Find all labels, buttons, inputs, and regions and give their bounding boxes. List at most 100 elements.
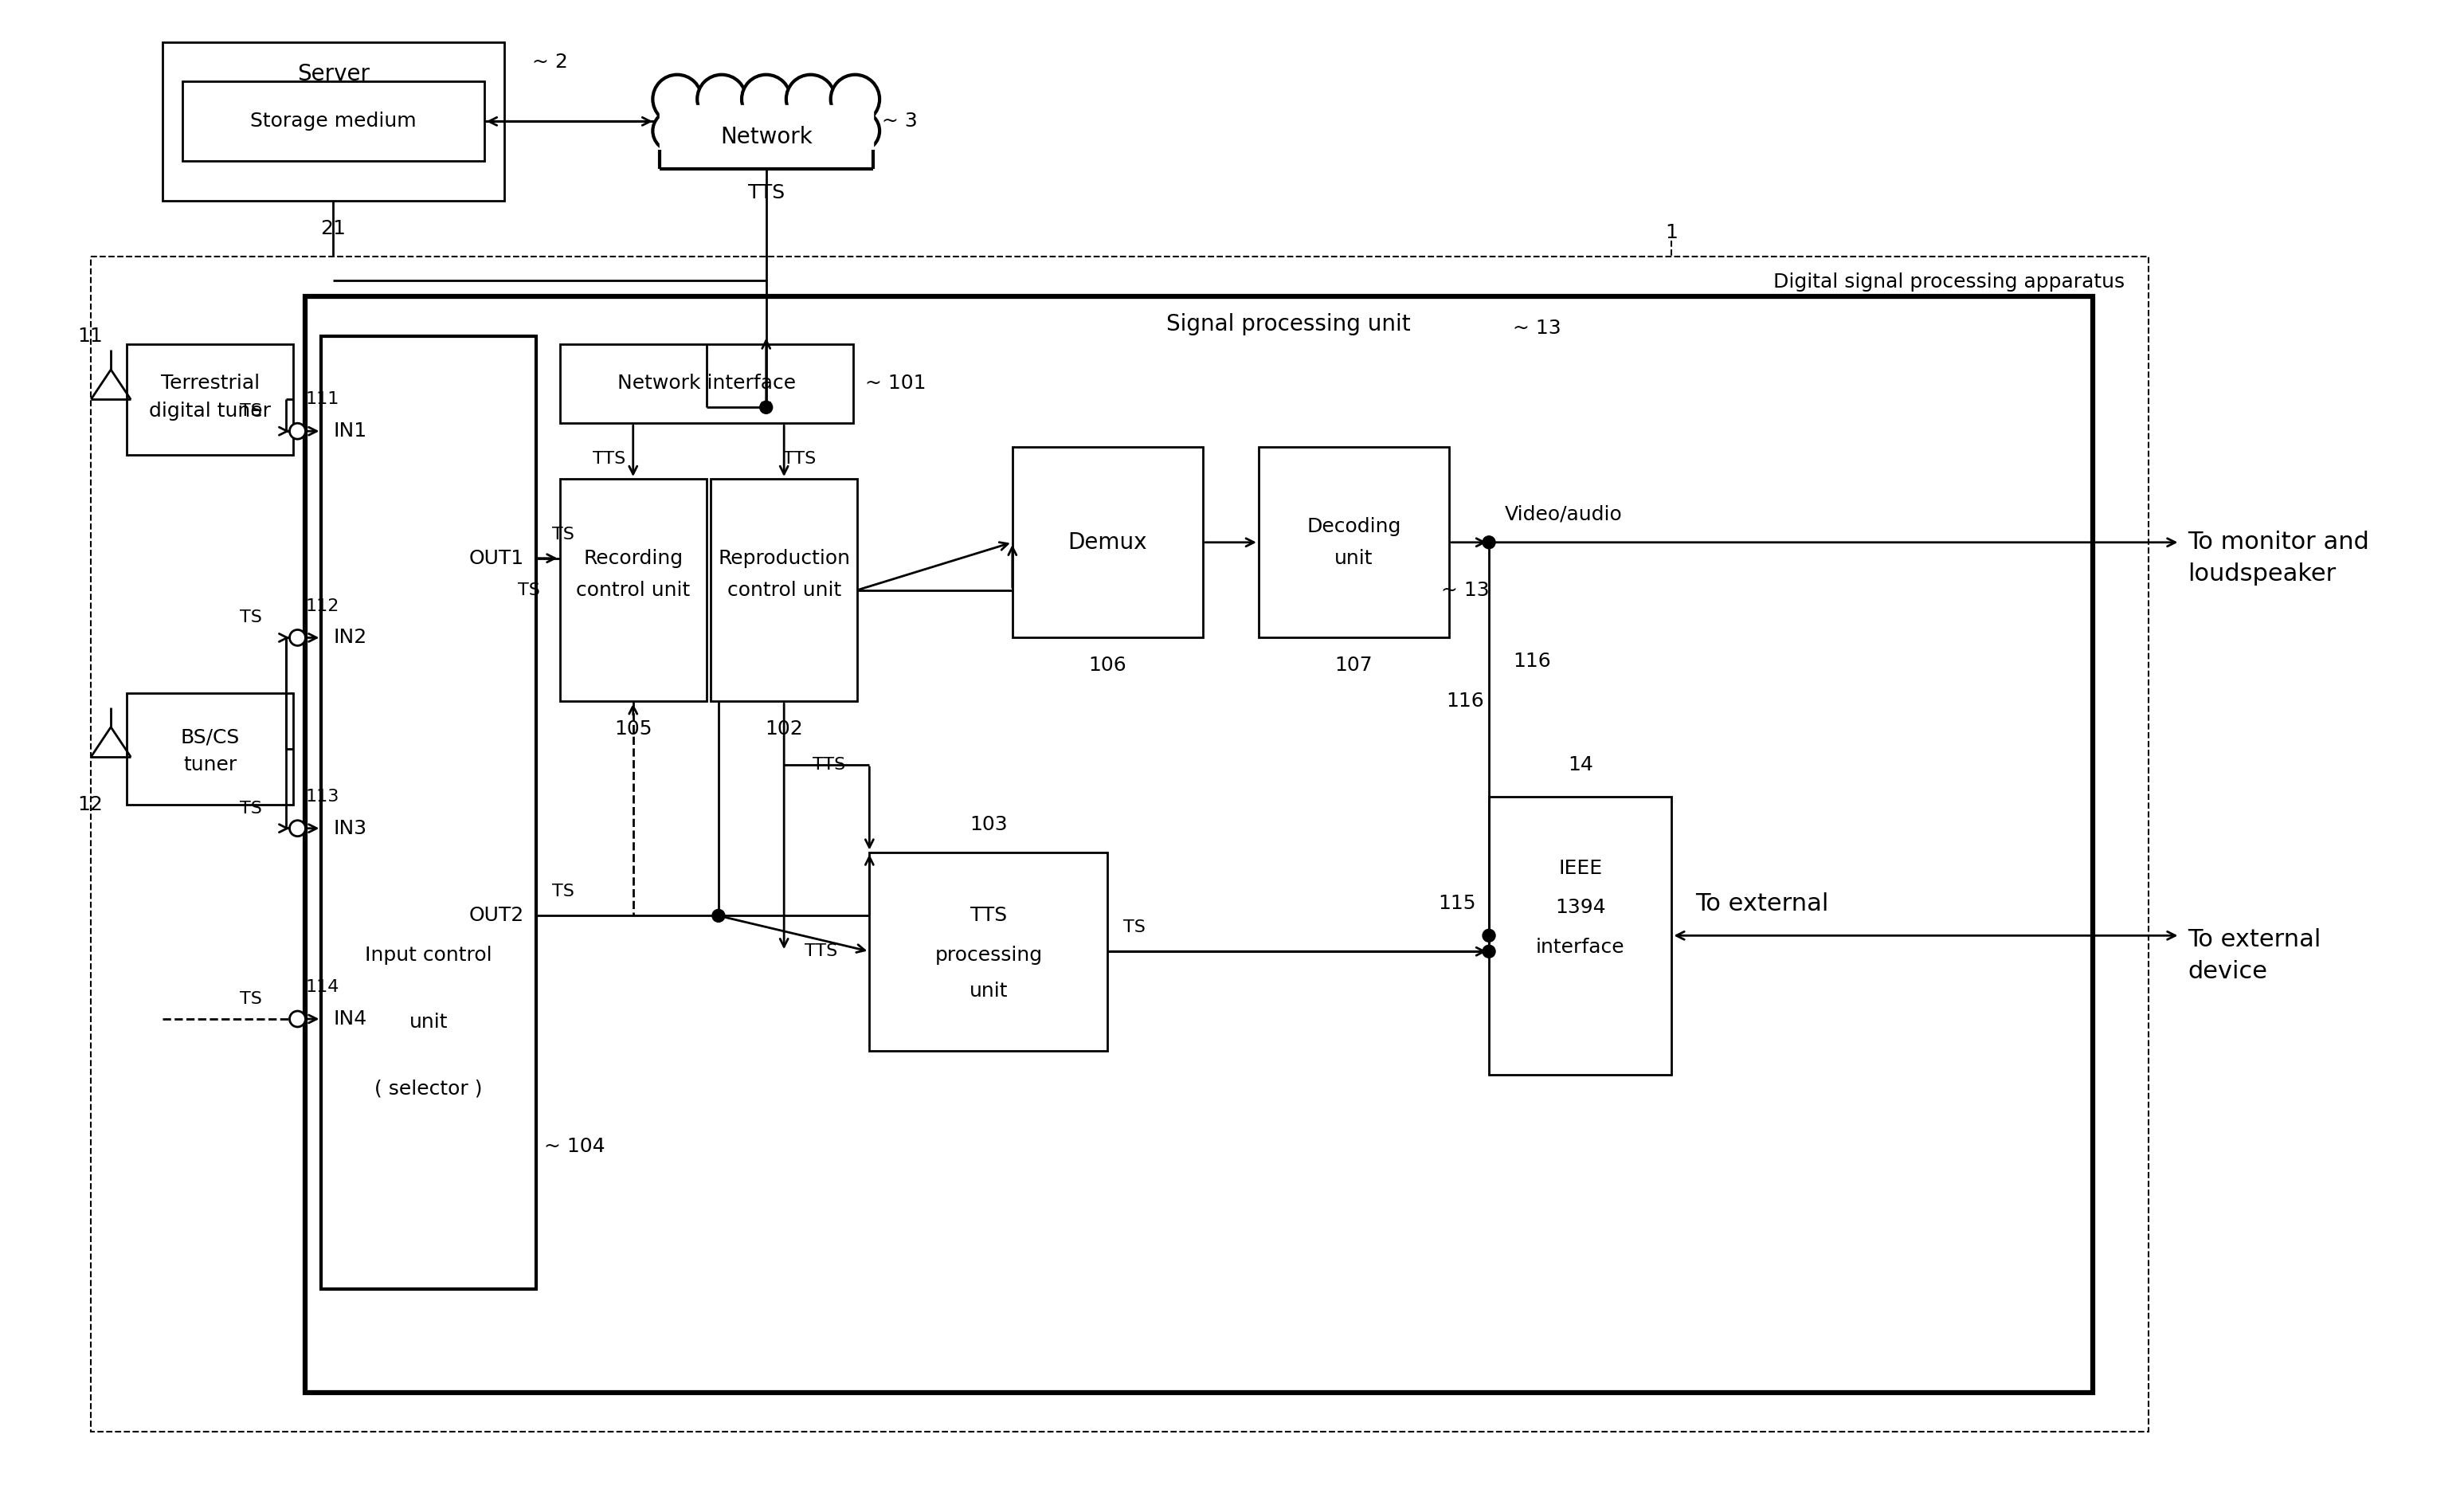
Text: TTS: TTS xyxy=(971,906,1008,925)
Text: 115: 115 xyxy=(1439,894,1476,913)
Text: Decoding: Decoding xyxy=(1306,516,1402,536)
Text: 116: 116 xyxy=(1513,653,1550,671)
Text: BS/CS: BS/CS xyxy=(180,728,239,747)
Text: Demux: Demux xyxy=(1067,531,1148,554)
Text: ( selector ): ( selector ) xyxy=(375,1079,483,1099)
Text: ~ 101: ~ 101 xyxy=(865,374,926,394)
Text: TTS: TTS xyxy=(594,451,626,467)
Circle shape xyxy=(759,401,774,413)
Circle shape xyxy=(1483,536,1496,549)
Text: IEEE: IEEE xyxy=(1557,858,1602,877)
Text: OUT1: OUT1 xyxy=(468,549,525,567)
Text: Server: Server xyxy=(298,63,370,85)
Text: IN3: IN3 xyxy=(333,819,367,838)
Bar xyxy=(1488,796,1671,1075)
Text: IN2: IN2 xyxy=(333,629,367,647)
Text: TS: TS xyxy=(517,582,540,597)
Text: control unit: control unit xyxy=(727,581,840,600)
Text: 114: 114 xyxy=(306,979,340,996)
Text: 14: 14 xyxy=(1567,754,1594,774)
Circle shape xyxy=(653,75,702,124)
Text: To external: To external xyxy=(2188,928,2321,951)
Text: unit: unit xyxy=(409,1012,448,1031)
Text: unit: unit xyxy=(968,982,1008,1000)
Text: TTS: TTS xyxy=(784,451,816,467)
Bar xyxy=(559,479,707,701)
Text: 1: 1 xyxy=(1666,223,1678,243)
Text: 105: 105 xyxy=(614,720,653,738)
Text: 1394: 1394 xyxy=(1555,898,1607,918)
Text: TS: TS xyxy=(239,609,261,626)
Text: 103: 103 xyxy=(968,814,1008,834)
Circle shape xyxy=(840,111,880,151)
Text: OUT2: OUT2 xyxy=(468,906,525,925)
Text: Video/audio: Video/audio xyxy=(1506,504,1621,524)
Circle shape xyxy=(1483,930,1496,942)
Bar xyxy=(91,256,2149,1433)
Text: tuner: tuner xyxy=(182,754,237,774)
Circle shape xyxy=(653,111,692,151)
Bar xyxy=(1013,448,1202,638)
Text: ~ 104: ~ 104 xyxy=(545,1136,604,1156)
Bar xyxy=(163,42,505,201)
Text: TS: TS xyxy=(552,527,574,542)
Bar xyxy=(126,344,293,455)
Circle shape xyxy=(1483,945,1496,958)
Text: Storage medium: Storage medium xyxy=(251,112,416,130)
Text: 107: 107 xyxy=(1335,656,1372,675)
Text: Input control: Input control xyxy=(365,946,493,966)
Text: Reproduction: Reproduction xyxy=(717,549,850,567)
Circle shape xyxy=(291,630,306,645)
Text: To monitor and: To monitor and xyxy=(2188,531,2370,554)
Circle shape xyxy=(830,75,880,124)
Circle shape xyxy=(291,424,306,439)
Text: 116: 116 xyxy=(1446,692,1483,711)
Bar xyxy=(870,852,1109,1051)
Text: control unit: control unit xyxy=(577,581,690,600)
Circle shape xyxy=(712,909,724,922)
Text: 21: 21 xyxy=(320,219,345,238)
Bar xyxy=(126,693,293,804)
Circle shape xyxy=(786,75,835,124)
Text: TS: TS xyxy=(239,991,261,1007)
Text: Network: Network xyxy=(719,126,813,148)
Text: Signal processing unit: Signal processing unit xyxy=(1165,313,1409,335)
Text: TTS: TTS xyxy=(813,757,845,772)
Bar xyxy=(320,335,535,1289)
Text: ~ 3: ~ 3 xyxy=(882,112,917,130)
Bar xyxy=(710,479,857,701)
Text: interface: interface xyxy=(1535,939,1624,957)
Text: TTS: TTS xyxy=(747,183,784,202)
Circle shape xyxy=(697,75,747,124)
Bar xyxy=(306,296,2092,1392)
Text: 113: 113 xyxy=(306,789,340,804)
Circle shape xyxy=(291,1010,306,1027)
Text: 112: 112 xyxy=(306,597,340,614)
Text: 106: 106 xyxy=(1089,656,1126,675)
Text: ~ 13: ~ 13 xyxy=(1513,319,1562,337)
Text: IN4: IN4 xyxy=(333,1009,367,1028)
Text: Recording: Recording xyxy=(584,549,683,567)
Text: TTS: TTS xyxy=(806,943,838,960)
Text: TS: TS xyxy=(1124,919,1146,936)
Text: loudspeaker: loudspeaker xyxy=(2188,563,2336,585)
Text: 111: 111 xyxy=(306,391,340,407)
Text: 11: 11 xyxy=(79,326,103,346)
Text: 102: 102 xyxy=(764,720,803,738)
Text: Digital signal processing apparatus: Digital signal processing apparatus xyxy=(1774,272,2124,292)
Text: Terrestrial: Terrestrial xyxy=(160,374,259,394)
Text: Network interface: Network interface xyxy=(618,374,796,394)
Text: To external: To external xyxy=(1695,892,1828,915)
Text: 12: 12 xyxy=(76,795,103,814)
Circle shape xyxy=(291,820,306,837)
Text: TS: TS xyxy=(239,403,261,419)
Text: processing: processing xyxy=(934,946,1042,966)
Text: TS: TS xyxy=(239,801,261,816)
Text: ~ 13: ~ 13 xyxy=(1441,581,1488,600)
Text: TS: TS xyxy=(552,883,574,900)
Text: unit: unit xyxy=(1335,549,1372,567)
Circle shape xyxy=(742,75,791,124)
Text: IN1: IN1 xyxy=(333,422,367,440)
Bar xyxy=(1259,448,1449,638)
Text: ~ 2: ~ 2 xyxy=(532,52,567,72)
